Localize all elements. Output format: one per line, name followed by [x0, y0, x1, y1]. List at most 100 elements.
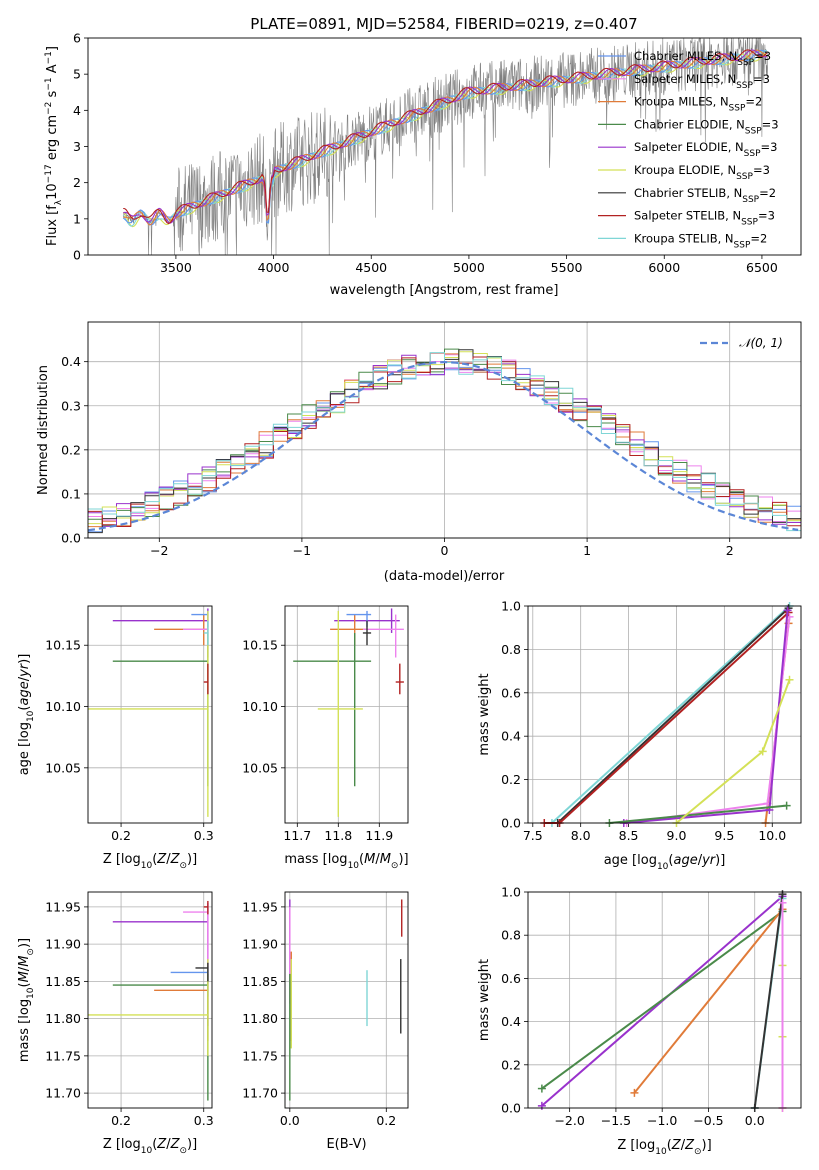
legend-label: Salpeter ELODIE, NSSP=3: [634, 140, 777, 159]
x-axis-label: age [log10(age/yr)]: [604, 853, 726, 872]
x-tick-label: 0.0: [280, 1113, 300, 1128]
x-tick-label: −1: [293, 543, 311, 558]
y-tick-label: 6: [73, 31, 81, 46]
mass-weight-line: [753, 894, 784, 1109]
legend-label: 𝒩(0, 1): [739, 336, 783, 350]
spectrum-panel: 3500 4000 4500 5000 5500 6000 6500 0 1 2 3 4 5 6 Chabr…: [44, 31, 802, 298]
y-tick-label: 0.0: [61, 531, 81, 546]
y-tick-label: 0.8: [501, 642, 521, 657]
model-spectrum-line: [122, 49, 768, 227]
x-axis-label: wavelength [Angstrom, rest frame]: [330, 283, 559, 298]
residual-histogram-step: [88, 349, 801, 534]
y-axis-label: mass [log10(M/M⊙)]: [17, 938, 36, 1062]
x-tick-label: −0.5: [693, 1113, 723, 1128]
y-tick-label: 1.0: [501, 885, 521, 900]
axes-frame: [87, 605, 213, 824]
y-tick-label: 0.2: [501, 772, 521, 787]
age-vs-metallicity-panel: 0.2 0.3 10.05 10.10 10.15 Z [log10(Z/Z⊙)] age …: [17, 605, 214, 871]
legend-label: Chabrier STELIB, NSSP=2: [634, 186, 776, 205]
x-tick-label: −2: [150, 543, 168, 558]
x-tick-label: 6500: [746, 260, 778, 275]
x-tick-label: 10.0: [758, 828, 786, 843]
x-axis-label: E(B-V): [326, 1137, 366, 1152]
mass-weight-line: [551, 605, 791, 824]
observed-spectrum-line: [122, 37, 769, 256]
y-tick-label: 0.4: [61, 354, 81, 369]
residual-histogram-step: [88, 352, 801, 532]
y-tick-label: 0.0: [501, 1101, 521, 1116]
model-spectrum-line: [123, 49, 768, 225]
x-tick-label: 3500: [160, 260, 192, 275]
residuals-panel: −2 −1 0 1 2 0.0 0.1 0.2 0.3 0.4 𝒩(0, 1) (data-model…: [36, 321, 802, 584]
x-tick-label: −1.0: [647, 1113, 677, 1128]
legend-label: Chabrier MILES, NSSP=3: [634, 49, 771, 68]
x-tick-label: 0.3: [194, 1113, 214, 1128]
y-tick-label: 0.3: [61, 398, 81, 413]
y-tick-label: 10.05: [242, 760, 278, 775]
x-tick-label: 0.2: [111, 828, 131, 843]
x-tick-label: 2: [726, 543, 734, 558]
axes-frame: [284, 605, 409, 824]
x-axis-label: (data-model)/error: [384, 569, 505, 584]
y-axis-label: mass weight: [477, 959, 492, 1041]
mass-weight-line: [633, 908, 784, 1094]
y-tick-label: 11.70: [45, 1086, 81, 1101]
y-tick-label: 0.4: [501, 729, 521, 744]
legend-label: Kroupa MILES, NSSP=2: [634, 95, 762, 114]
x-tick-label: 0.3: [194, 828, 214, 843]
x-tick-label: 5000: [453, 260, 485, 275]
y-tick-label: 1.0: [501, 599, 521, 614]
mass-weight-line: [609, 804, 787, 824]
y-axis-label: mass weight: [477, 673, 492, 755]
y-tick-label: 10.15: [242, 638, 278, 653]
mass-vs-metallicity-panel: 0.2 0.3 11.70 11.75 11.80 11.85 11.90 11.95 Z [l…: [17, 891, 214, 1156]
x-tick-label: 11.8: [324, 828, 352, 843]
x-axis-label: Z [log10(Z/Z⊙)]: [103, 1137, 197, 1156]
y-tick-label: 0.4: [501, 1014, 521, 1029]
y-tick-label: 11.85: [242, 974, 278, 989]
x-tick-label: 5500: [551, 260, 583, 275]
age-vs-mass-panel: 11.7 11.8 11.9 10.05 10.10 10.15 mass [log10(M…: [242, 605, 409, 871]
y-tick-label: 0.0: [501, 816, 521, 831]
x-tick-label: 4000: [258, 260, 290, 275]
y-tick-label: 0.6: [501, 685, 521, 700]
y-tick-label: 11.95: [45, 899, 81, 914]
mass-vs-extinction-panel: 0.0 0.2 11.70 11.75 11.80 11.85 11.90 11.95 E(B-…: [242, 891, 409, 1152]
figure-title: PLATE=0891, MJD=52584, FIBERID=0219, z=0…: [250, 15, 637, 33]
axes-frame: [87, 891, 213, 1109]
normal-distribution-curve: [87, 360, 799, 532]
y-tick-label: 11.95: [242, 899, 278, 914]
y-tick-label: 0.2: [61, 442, 81, 457]
y-tick-label: 0.8: [501, 928, 521, 943]
y-tick-label: 0: [73, 248, 81, 263]
y-tick-label: 11.80: [242, 1011, 278, 1026]
x-tick-label: 9.5: [714, 828, 734, 843]
x-axis-label: Z [log10(Z/Z⊙)]: [103, 852, 197, 871]
weight-vs-age-panel: 7.5 8.0 8.5 9.0 9.5 10.0 0.0 0.2 0.4 0.6 0.8 1.0 age…: [477, 599, 802, 872]
x-tick-label: 1: [583, 543, 591, 558]
weight-vs-metallicity-panel: −2.0 −1.5 −1.0 −0.5 0.0 0.0 0.2 0.4 0.6 0.8 1.0 Z […: [477, 885, 802, 1157]
legend-label: Chabrier ELODIE, NSSP=3: [634, 117, 779, 136]
x-tick-label: 11.9: [365, 828, 393, 843]
x-tick-label: 0: [441, 543, 449, 558]
y-tick-label: 10.15: [45, 638, 81, 653]
x-axis-label: mass [log10(M/M⊙)]: [284, 852, 408, 871]
x-tick-label: −2.0: [554, 1113, 584, 1128]
y-tick-label: 5: [73, 67, 81, 82]
x-tick-label: 0.2: [376, 1113, 396, 1128]
x-axis-label: Z [log10(Z/Z⊙)]: [617, 1138, 711, 1157]
mass-weight-line: [557, 607, 790, 824]
legend-label: Kroupa STELIB, NSSP=2: [634, 231, 767, 250]
mass-weight-line: [626, 616, 791, 824]
y-tick-label: 4: [73, 103, 81, 118]
y-tick-label: 11.75: [242, 1048, 278, 1063]
y-axis-label: Normed distribution: [36, 365, 51, 495]
model-spectrum-line: [122, 49, 768, 224]
legend-label: Salpeter STELIB, NSSP=3: [634, 209, 775, 228]
y-tick-label: 10.10: [45, 699, 81, 714]
axes-frame: [284, 891, 409, 1109]
y-tick-label: 0.1: [61, 486, 81, 501]
x-tick-label: 7.5: [523, 828, 543, 843]
x-tick-label: 8.5: [619, 828, 639, 843]
x-tick-label: 9.0: [667, 828, 687, 843]
